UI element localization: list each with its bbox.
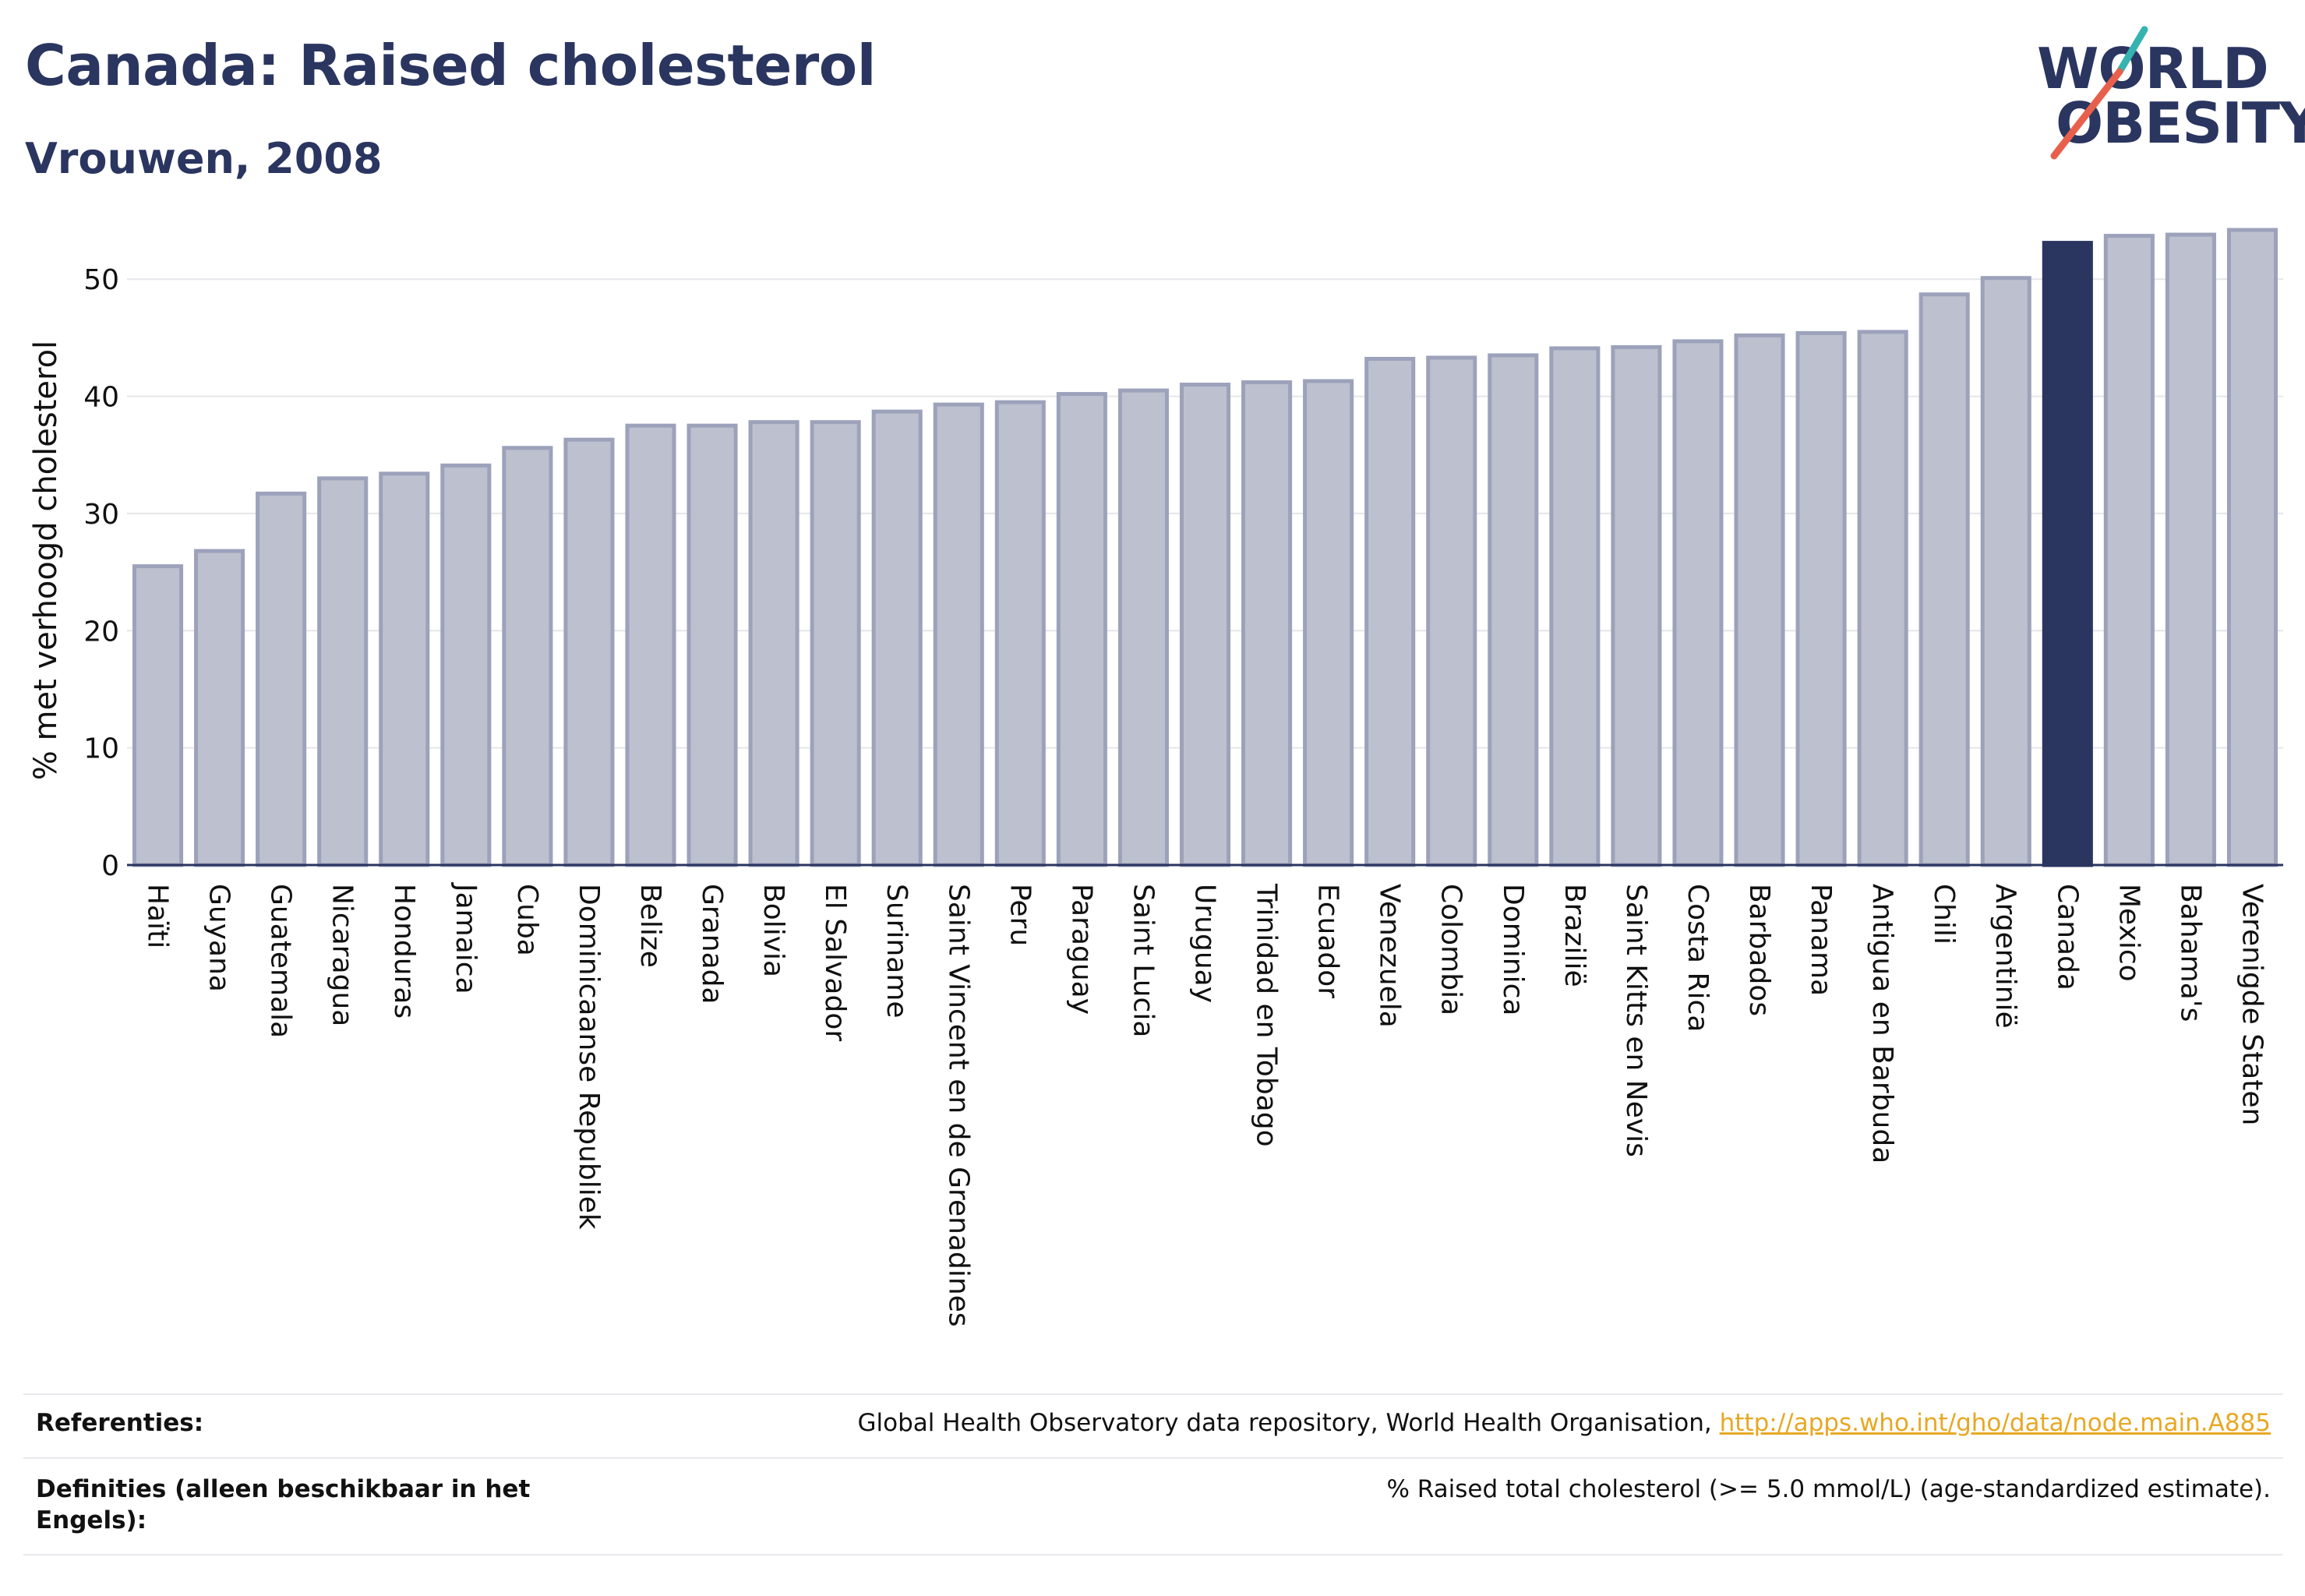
x-tick-label: Paraguay [1065,884,1097,1015]
x-tick-label: Jamaica [450,882,482,994]
footer-divider-mid [23,1457,2283,1459]
bar-trinidad-en-tobago [1241,380,1293,867]
x-tick-label: Panama [1805,884,1837,996]
x-tick-label: Nicaragua [327,884,358,1026]
bar-barbados [1734,333,1785,867]
bar-honduras [379,471,430,867]
definitions-label-line1: Definities (alleen beschikbaar in het [36,1475,531,1503]
y-axis-label: % met verhoogd cholesterol [28,341,64,780]
bar-uruguay [1179,383,1231,867]
bar-peru [994,400,1046,867]
bar-dominica [1488,353,1539,867]
bars [132,228,2279,867]
x-tick-label: Dominica [1497,884,1529,1015]
bar-verenigde-staten [2226,228,2279,867]
definitions-text: % Raised total cholesterol (>= 5.0 mmol/… [1386,1475,2271,1503]
x-tick-label: Verenigde Staten [2236,884,2268,1125]
x-tick-label: Venezuela [1374,884,1406,1028]
bar-belize [625,423,676,867]
bar-suriname [871,409,923,867]
references-label: Referenties: [36,1409,204,1437]
bar-mexico [2103,234,2155,867]
x-tick-label: Honduras [388,884,420,1019]
x-tick-label: Guyana [203,884,235,992]
y-axis-ticks: 0 10 20 30 40 50 [83,264,119,882]
bar-guatemala [256,491,307,867]
bar-bahama-s [2165,232,2216,867]
world-obesity-logo: WORLD OBESITY [2034,23,2305,164]
x-tick-label: Barbados [1743,884,1775,1016]
x-tick-label: Dominicaanse Republiek [573,884,605,1230]
definitions-row: Definities (alleen beschikbaar in het En… [23,1475,2283,1545]
definitions-label: Definities (alleen beschikbaar in het En… [36,1475,530,1534]
bar-granada [687,423,738,867]
x-tick-label: Argentinië [1989,884,2021,1029]
y-tick-label: 40 [83,382,119,414]
bar-panama [1795,330,1847,867]
y-tick-label: 10 [83,733,119,765]
bar-antigua-en-barbuda [1857,330,1908,867]
x-tick-label: Haïti [142,884,174,948]
page-title: Canada: Raised cholesterol [25,33,876,98]
bar-bolivia [748,420,800,867]
bar-argentini- [1980,276,2031,867]
x-tick-label: Ecuador [1312,884,1344,998]
x-tick-label: Granada [696,884,728,1005]
x-tick-label: Antigua en Barbuda [1866,884,1898,1163]
x-tick-label: Mexico [2113,884,2144,982]
bar-el-salvador [810,420,861,867]
footer-divider-bottom [23,1554,2283,1555]
y-tick-label: 30 [83,499,119,531]
x-tick-label: Peru [1004,884,1036,946]
logo-line1: WORLD [2037,36,2269,101]
bar-canada [2042,241,2093,867]
x-tick-label: Guatemala [265,884,297,1038]
x-tick-label: Canada [2051,884,2083,990]
references-link[interactable]: http://apps.who.int/gho/data/node.main.A… [1719,1409,2271,1437]
x-tick-label: Trinidad en Tobago [1251,883,1283,1147]
bar-saint-kitts-en-nevis [1611,344,1662,867]
bar-chili [1918,292,1970,867]
bar-nicaragua [317,476,369,867]
footer-divider-top [23,1393,2283,1395]
x-tick-label: El Salvador [819,884,851,1041]
x-tick-label: Saint Kitts en Nevis [1620,884,1652,1157]
x-tick-label: Suriname [881,884,912,1019]
x-tick-label: Bahama's [2174,884,2206,1022]
bar-paraguay [1056,392,1107,867]
page-subtitle: Vrouwen, 2008 [25,134,383,183]
bar-saint-lucia [1117,388,1169,867]
x-axis-labels: Haïti Guyana Guatemala Nicaragua Honduras Jam… [142,882,2268,1327]
references-source: Global Health Observatory data repositor… [857,1409,1720,1437]
x-tick-label: Belize [634,884,666,968]
bar-ecuador [1303,379,1354,867]
x-tick-label: Costa Rica [1682,884,1714,1032]
y-tick-label: 0 [101,850,119,882]
bar-colombia [1426,355,1477,867]
references-text: Global Health Observatory data repositor… [858,1409,2271,1437]
y-tick-label: 50 [83,264,119,296]
bar-dominicaanse-republiek [563,437,615,867]
bar-saint-vincent-en-de-grenadines [933,402,984,867]
x-tick-label: Bolivia [757,884,789,977]
x-tick-label: Saint Lucia [1127,884,1159,1037]
x-tick-label: Brazilië [1558,884,1590,987]
bar-jamaica [440,463,492,867]
logo-slash-icon [2050,26,2148,160]
bar-venezuela [1364,356,1416,867]
bar-cuba [502,446,553,867]
bar-chart: 0 10 20 30 40 50 Haïti Guyana Guatemala Nicaragu… [28,228,2283,1327]
y-tick-label: 20 [83,616,119,648]
bar-brazili- [1549,346,1601,867]
x-tick-label: Uruguay [1189,884,1221,1003]
x-tick-label: Cuba [511,884,543,956]
references-row: Referenties: Global Health Observatory d… [23,1409,2283,1456]
x-tick-label: Saint Vincent en de Grenadines [942,884,974,1327]
definitions-label-line2: Engels): [36,1506,147,1534]
x-tick-label: Colombia [1435,884,1467,1015]
bar-ha-ti [132,564,184,867]
bar-guyana [194,549,245,867]
bar-costa-rica [1672,339,1724,867]
x-tick-label: Chili [1928,884,1960,945]
